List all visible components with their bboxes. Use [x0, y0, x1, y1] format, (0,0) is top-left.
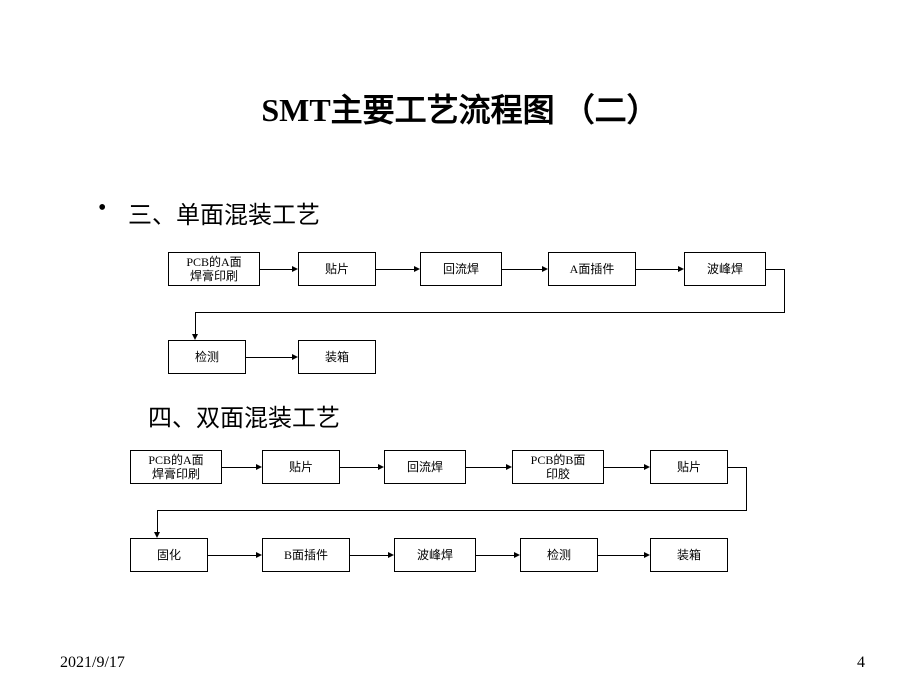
- arrow-icon: [678, 266, 684, 272]
- arrow-icon: [414, 266, 420, 272]
- arrow-icon: [388, 552, 394, 558]
- flowchart-node: PCB的A面 焊膏印刷: [130, 450, 222, 484]
- flowchart-node: 回流焊: [384, 450, 466, 484]
- arrow-icon: [644, 464, 650, 470]
- flowchart-edge: [208, 555, 256, 556]
- flowchart-edge: [728, 467, 746, 468]
- flowchart-node: 回流焊: [420, 252, 502, 286]
- flowchart-edge: [466, 467, 506, 468]
- flowchart-node: 波峰焊: [394, 538, 476, 572]
- arrow-icon: [256, 552, 262, 558]
- flowchart-node: 固化: [130, 538, 208, 572]
- flowchart-node: 贴片: [650, 450, 728, 484]
- flowchart-edge: [246, 357, 292, 358]
- flowchart-node: B面插件: [262, 538, 350, 572]
- arrow-icon: [506, 464, 512, 470]
- flowchart-edge: [476, 555, 514, 556]
- flowchart-edge: [157, 510, 158, 532]
- section4-label: 四、双面混装工艺: [148, 398, 340, 433]
- flowchart-node: 装箱: [650, 538, 728, 572]
- arrow-icon: [292, 266, 298, 272]
- flowchart-edge: [598, 555, 644, 556]
- footer-page: 4: [857, 654, 865, 672]
- page-title: SMT主要工艺流程图 （二）: [0, 85, 920, 131]
- arrow-icon: [154, 532, 160, 538]
- flowchart-node: 检测: [168, 340, 246, 374]
- flowchart-edge: [604, 467, 644, 468]
- flowchart-edge: [766, 269, 784, 270]
- flowchart-edge: [157, 510, 747, 511]
- bullet-section3: •: [98, 195, 106, 222]
- arrow-icon: [644, 552, 650, 558]
- flowchart-node: 贴片: [298, 252, 376, 286]
- section3-label: 三、单面混装工艺: [128, 195, 320, 230]
- arrow-icon: [192, 334, 198, 340]
- arrow-icon: [256, 464, 262, 470]
- flowchart-edge: [502, 269, 542, 270]
- arrow-icon: [514, 552, 520, 558]
- flowchart-node: PCB的A面 焊膏印刷: [168, 252, 260, 286]
- flowchart-node: PCB的B面 印胶: [512, 450, 604, 484]
- flowchart-edge: [350, 555, 388, 556]
- arrow-icon: [378, 464, 384, 470]
- flowchart-node: A面插件: [548, 252, 636, 286]
- flowchart-edge: [340, 467, 378, 468]
- flowchart-edge: [222, 467, 256, 468]
- flowchart-node: 波峰焊: [684, 252, 766, 286]
- flowchart-node: 检测: [520, 538, 598, 572]
- flowchart-edge: [260, 269, 292, 270]
- flowchart-node: 贴片: [262, 450, 340, 484]
- flowchart-edge: [195, 312, 196, 334]
- flowchart-node: 装箱: [298, 340, 376, 374]
- flowchart-edge: [376, 269, 414, 270]
- arrow-icon: [292, 354, 298, 360]
- flowchart-edge: [636, 269, 678, 270]
- flowchart-edge: [784, 269, 785, 312]
- footer-date: 2021/9/17: [60, 654, 125, 672]
- arrow-icon: [542, 266, 548, 272]
- flowchart-edge: [746, 467, 747, 510]
- flowchart-edge: [195, 312, 785, 313]
